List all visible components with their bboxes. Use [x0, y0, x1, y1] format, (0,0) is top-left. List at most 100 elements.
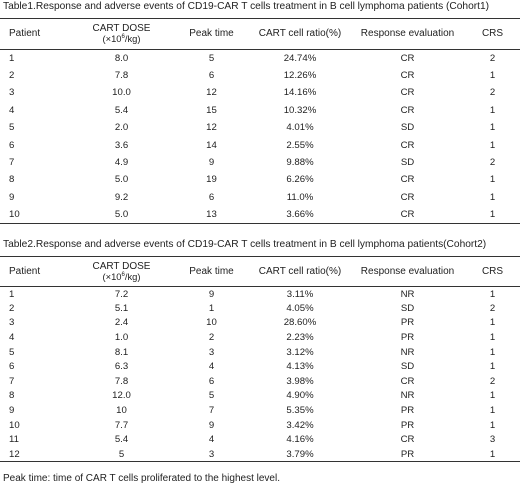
cart-dose-cell: 5 — [118, 448, 125, 460]
response-evaluation-cell: PR — [400, 419, 415, 431]
cart-dose-cell: 9.2 — [114, 191, 129, 203]
table1-caption: Table1.Response and adverse events of CD… — [3, 1, 490, 12]
crs-header: CRS — [481, 28, 504, 39]
response-evaluation-cell: PR — [400, 317, 415, 329]
cart-cell-ratio-cell: 12.26% — [283, 70, 317, 82]
peak-time-cell: 15 — [206, 104, 217, 116]
peak-time-cell: 14 — [206, 139, 217, 151]
crs-cell: 1 — [489, 332, 496, 344]
cart-dose-header-unit: (×106/kg) — [102, 33, 141, 44]
table-row: 7 4.9 9 9.88% SD 2 — [0, 154, 520, 171]
table1-header-row: Patient CART DOSE (×106/kg) Peak time CA… — [0, 18, 520, 50]
table-row: 1 8.0 5 24.74% CR 2 — [0, 50, 520, 67]
cart-dose-cell: 5.0 — [114, 174, 129, 186]
cart-dose-cell: 5.4 — [114, 104, 129, 116]
peak-time-header: Peak time — [189, 28, 234, 39]
peak-time-cell: 12 — [206, 122, 217, 134]
table-row: 3 10.0 12 14.16% CR 2 — [0, 84, 520, 101]
cart-dose-cell: 8.1 — [114, 346, 129, 358]
patient-cell: 8 — [9, 390, 15, 402]
response-evaluation-cell: PR — [400, 332, 415, 344]
crs-cell: 1 — [489, 208, 496, 220]
table-row: 12 5 3 3.79% PR 1 — [0, 447, 520, 462]
patient-header: Patient — [9, 265, 41, 277]
peak-time-cell: 19 — [206, 174, 217, 186]
patient-cell: 9 — [9, 191, 15, 203]
response-evaluation-cell: CR — [400, 208, 415, 220]
cart-cell-ratio-cell: 3.12% — [286, 346, 314, 358]
patient-cell: 3 — [9, 317, 15, 329]
peak-time-cell: 4 — [208, 434, 215, 446]
response-evaluation-cell: SD — [400, 302, 415, 314]
peak-time-cell: 13 — [206, 208, 217, 220]
crs-header: CRS — [481, 265, 504, 277]
crs-cell: 1 — [489, 288, 496, 300]
patient-cell: 2 — [9, 70, 15, 82]
patient-header: Patient — [9, 28, 41, 39]
cart-dose-cell: 2.0 — [114, 122, 129, 134]
response-evaluation-cell: CR — [400, 70, 415, 82]
response-evaluation-cell: CR — [400, 375, 415, 387]
response-evaluation-cell: CR — [400, 52, 415, 64]
crs-cell: 1 — [489, 448, 496, 460]
patient-cell: 3 — [9, 87, 15, 99]
table2-caption: Table2.Response and adverse events of CD… — [3, 239, 487, 250]
response-evaluation-cell: PR — [400, 405, 415, 417]
table-row: 4 5.4 15 10.32% CR 1 — [0, 102, 520, 119]
response-evaluation-cell: PR — [400, 448, 415, 460]
cart-cell-ratio-cell: 4.05% — [286, 302, 314, 314]
peak-time-cell: 9 — [208, 157, 215, 169]
crs-cell: 1 — [489, 104, 496, 116]
response-evaluation-cell: SD — [400, 122, 415, 134]
cart-cell-ratio-cell: 6.26% — [286, 174, 314, 186]
patient-cell: 9 — [9, 405, 15, 417]
patient-cell: 10 — [9, 419, 20, 431]
cart-dose-header-unit: (×106/kg) — [102, 270, 141, 282]
cart-dose-header: CART DOSE (×106/kg) — [66, 19, 173, 50]
cart-dose-cell: 10 — [116, 405, 127, 417]
peak-time-cell: 9 — [208, 288, 215, 300]
cart-dose-cell: 12.0 — [112, 390, 131, 402]
response-evaluation-cell: CR — [400, 191, 415, 203]
cart-dose-cell: 5.0 — [114, 208, 129, 220]
cart-cell-ratio-cell: 10.32% — [283, 104, 317, 116]
peak-time-cell: 10 — [206, 317, 217, 329]
crs-cell: 3 — [489, 434, 496, 446]
cohort1-table: Patient CART DOSE (×106/kg) Peak time CA… — [0, 18, 520, 224]
table-row: 2 5.1 1 4.05% SD 2 — [0, 301, 520, 316]
cohort2-table: Patient CART DOSE (×106/kg) Peak time CA… — [0, 256, 520, 462]
patient-cell: 6 — [9, 139, 15, 151]
response-evaluation-cell: CR — [400, 434, 415, 446]
footnote: Peak time: time of CAR T cells prolifera… — [3, 473, 280, 484]
crs-cell: 1 — [489, 361, 496, 373]
cart-dose-header-line1: CART DOSE — [92, 260, 151, 272]
patient-cell: 7 — [9, 375, 15, 387]
response-evaluation-cell: NR — [400, 288, 415, 300]
cart-cell-ratio-header: CART cell ratio(%) — [258, 265, 342, 277]
patient-cell: 4 — [9, 332, 15, 344]
crs-cell: 1 — [489, 419, 496, 431]
table-row: 4 1.0 2 2.23% PR 1 — [0, 330, 520, 345]
patient-cell: 12 — [9, 448, 20, 460]
crs-cell: 1 — [489, 122, 496, 134]
cart-cell-ratio-cell: 5.35% — [286, 405, 314, 417]
peak-time-cell: 3 — [208, 448, 215, 460]
response-evaluation-cell: CR — [400, 87, 415, 99]
cart-dose-cell: 5.4 — [114, 434, 129, 446]
cart-dose-cell: 7.7 — [114, 419, 129, 431]
cart-cell-ratio-cell: 9.88% — [286, 157, 314, 169]
peak-time-cell: 3 — [208, 346, 215, 358]
patient-cell: 4 — [9, 104, 15, 116]
cart-dose-cell: 8.0 — [114, 52, 129, 64]
response-evaluation-cell: SD — [400, 157, 415, 169]
patient-cell: 6 — [9, 361, 15, 373]
crs-cell: 2 — [489, 157, 496, 169]
cart-dose-cell: 7.2 — [114, 288, 129, 300]
peak-time-cell: 6 — [208, 70, 215, 82]
patient-cell: 11 — [9, 434, 19, 446]
crs-cell: 1 — [489, 405, 496, 417]
cart-dose-cell: 1.0 — [114, 332, 129, 344]
crs-cell: 1 — [489, 174, 496, 186]
table-row: 11 5.4 4 4.16% CR 3 — [0, 432, 520, 447]
peak-time-header: Peak time — [189, 265, 234, 277]
